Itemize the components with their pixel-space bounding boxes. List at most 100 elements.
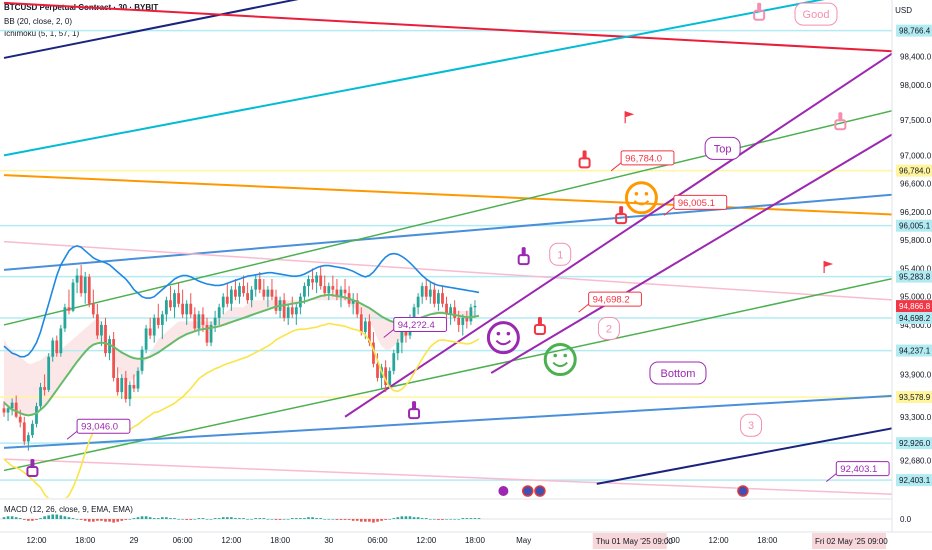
macd-bar bbox=[307, 517, 310, 519]
smiley-mouth bbox=[552, 361, 568, 368]
macd-bar bbox=[347, 519, 351, 520]
macd-bar bbox=[477, 518, 481, 519]
candle-body bbox=[254, 279, 258, 290]
macd-bar bbox=[364, 519, 367, 522]
candle-body bbox=[209, 324, 213, 343]
macd-bar bbox=[226, 517, 229, 519]
candle-body bbox=[396, 342, 400, 354]
candle-body bbox=[87, 276, 91, 304]
macd-bar bbox=[368, 519, 371, 522]
macd-bar bbox=[132, 518, 136, 519]
macd-bar bbox=[51, 514, 55, 519]
candle-body bbox=[392, 353, 396, 371]
candle-body bbox=[282, 300, 286, 318]
candle-body bbox=[189, 303, 193, 315]
callout-pointer bbox=[663, 206, 675, 216]
candle-body bbox=[368, 321, 371, 343]
macd-bar bbox=[380, 519, 383, 521]
time-tick-label: May bbox=[516, 536, 531, 545]
candle-body bbox=[404, 332, 408, 336]
macd-bar bbox=[250, 519, 253, 520]
candle-body bbox=[339, 289, 343, 297]
candle-body bbox=[10, 402, 14, 409]
candle-body bbox=[274, 296, 278, 311]
candle-body bbox=[242, 286, 245, 294]
note-label: Good bbox=[803, 9, 830, 21]
macd-bar bbox=[59, 515, 63, 519]
price-badge-label: 92,926.0 bbox=[899, 439, 931, 448]
plot-area: 93,046.0 94,2?2.4 96,784.0 96,005.1 94,698.2… bbox=[0, 0, 892, 498]
candle-body bbox=[461, 317, 465, 325]
candle-body bbox=[303, 286, 306, 297]
macd-bar bbox=[416, 517, 420, 519]
time-tick-label: 06:00 bbox=[368, 536, 389, 545]
note-box bbox=[704, 136, 741, 160]
candle-body bbox=[400, 332, 404, 343]
macd-bar bbox=[75, 519, 79, 520]
price-tick-label: 0.0 bbox=[900, 515, 912, 524]
macd-bar bbox=[295, 518, 298, 519]
candle-body bbox=[225, 296, 229, 304]
macd-legend[interactable]: MACD (12, 26, close, 9, EMA, EMA) bbox=[4, 505, 133, 514]
pointing-hand-icon bbox=[26, 459, 39, 478]
macd-bar bbox=[148, 517, 152, 519]
price-badge-label: 92,403.1 bbox=[899, 476, 931, 485]
candle-body bbox=[420, 286, 424, 297]
smiley-eye bbox=[506, 331, 511, 336]
candle-body bbox=[144, 328, 148, 350]
macd-bar bbox=[177, 519, 180, 520]
smiley-eye bbox=[496, 331, 501, 336]
macd-bar bbox=[156, 518, 160, 519]
date-badge bbox=[592, 533, 667, 549]
macd-bar bbox=[189, 519, 193, 520]
price-tick-label: 92,680.0 bbox=[900, 457, 932, 466]
hand-palm bbox=[533, 324, 546, 336]
macd-bar bbox=[351, 519, 355, 521]
macd-bar bbox=[96, 519, 99, 521]
candle-body bbox=[428, 289, 432, 297]
price-badge-label: 95,283.8 bbox=[899, 273, 931, 282]
candle-body bbox=[376, 363, 379, 378]
trendline-3 bbox=[3, 174, 892, 216]
macd-bar bbox=[92, 519, 95, 522]
callout-box bbox=[835, 461, 890, 477]
trendline-1 bbox=[3, 1, 892, 53]
macd-bar bbox=[108, 519, 111, 522]
macd-bar bbox=[27, 519, 30, 521]
pointing-hand-icon bbox=[408, 401, 421, 420]
hand-finger bbox=[619, 206, 624, 216]
candle-body bbox=[83, 276, 87, 294]
candle-body bbox=[473, 305, 477, 308]
candle-body bbox=[388, 370, 392, 385]
candle-body bbox=[258, 279, 262, 290]
time-tick-label: 18:00 bbox=[757, 536, 778, 545]
candle-body bbox=[449, 307, 452, 315]
candle-body bbox=[39, 387, 42, 407]
candle-body bbox=[315, 275, 319, 283]
price-badge-label: 93,578.9 bbox=[899, 393, 931, 402]
candle-body bbox=[59, 328, 63, 354]
smiley-eye bbox=[563, 353, 568, 358]
ichimoku-legend[interactable]: Ichimoku (5, 1, 57, 1) bbox=[4, 29, 80, 38]
time-tick-label: 06:00 bbox=[660, 536, 681, 545]
price-badge bbox=[896, 219, 932, 232]
flag-cloth bbox=[625, 111, 635, 118]
macd-bar bbox=[104, 519, 107, 522]
event-bolt-icon bbox=[498, 486, 509, 496]
price-badge-label: 96,005.1 bbox=[899, 222, 931, 231]
bollinger-legend[interactable]: BB (20, close, 2, 0) bbox=[4, 17, 73, 26]
hand-finger bbox=[521, 247, 526, 257]
candle-body bbox=[181, 303, 185, 315]
callout-pointer bbox=[825, 473, 837, 483]
event-us-flag-icon bbox=[521, 485, 534, 497]
candle-body bbox=[290, 307, 294, 315]
macd-bar bbox=[270, 519, 274, 520]
candle-body bbox=[416, 296, 420, 308]
candle-body bbox=[120, 377, 124, 393]
macd-bar bbox=[335, 519, 339, 520]
candle-body bbox=[343, 289, 347, 294]
hand-finger bbox=[582, 150, 587, 160]
macd-bar bbox=[339, 519, 343, 520]
smiley-icon bbox=[624, 181, 658, 215]
